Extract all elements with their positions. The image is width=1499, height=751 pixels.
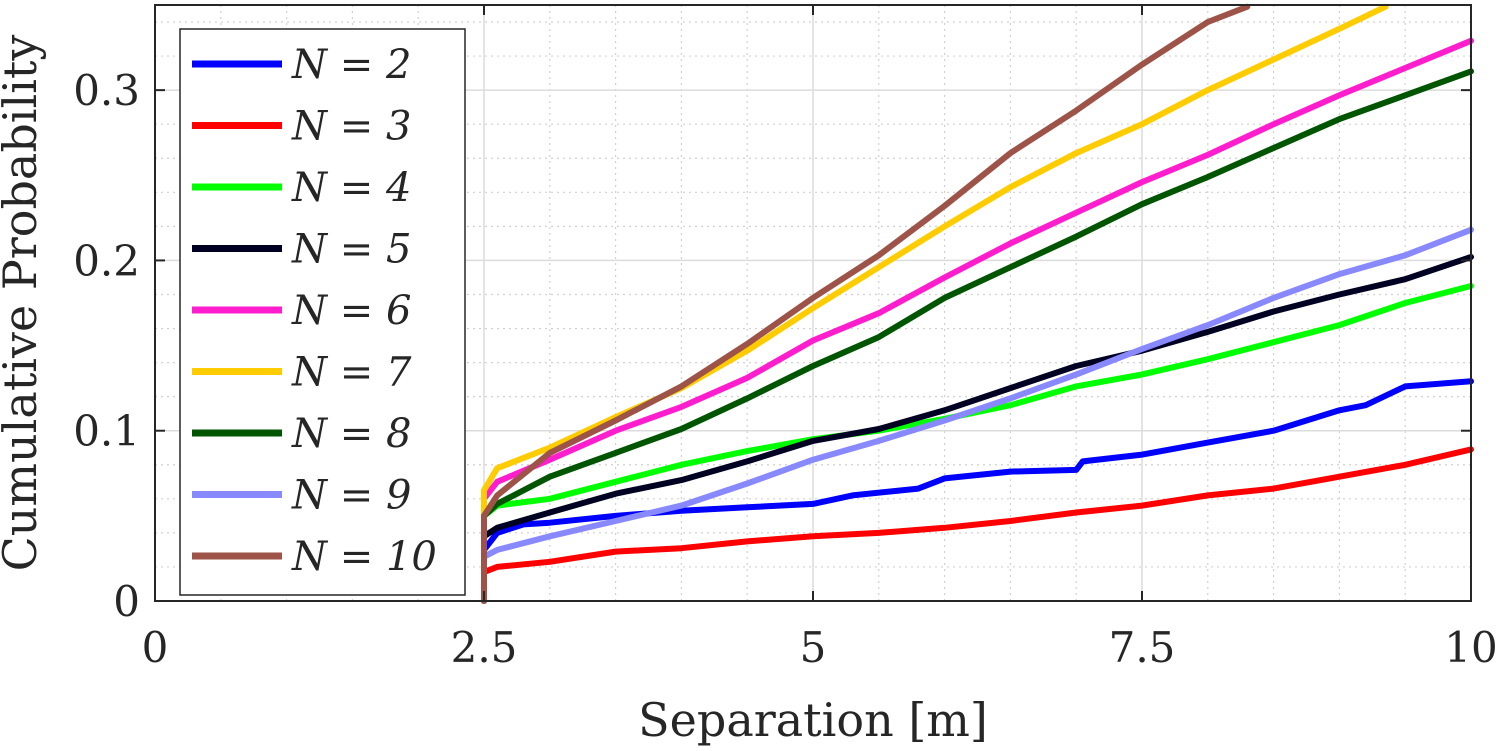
x-tick-label: 5 [800, 623, 827, 672]
legend-label-6: N = 7 [291, 350, 412, 396]
y-axis-ticks: 0 0.1 0.2 0.3 [73, 66, 1471, 626]
series-layer [481, 3, 1474, 604]
series-line-6 [481, 3, 1389, 604]
series-line-3 [481, 283, 1474, 604]
x-axis-label: Separation [m] [638, 693, 988, 747]
series-line-7 [481, 68, 1474, 604]
legend-label-5: N = 6 [291, 288, 411, 334]
legend-label-3: N = 4 [291, 165, 411, 211]
legend-label-8: N = 9 [291, 473, 411, 519]
x-axis-ticks: 0 2.5 5 7.5 10 [142, 5, 1498, 672]
y-tick-label: 0.1 [73, 407, 140, 456]
x-tick-label: 10 [1444, 623, 1497, 672]
series-line-9 [481, 3, 1251, 604]
legend-label-7: N = 8 [291, 411, 411, 457]
y-tick-label: 0 [113, 577, 140, 626]
legend-label-4: N = 5 [291, 227, 411, 273]
y-tick-label: 0.3 [73, 66, 140, 115]
x-tick-label: 7.5 [1109, 623, 1176, 672]
series-line-4 [481, 254, 1474, 604]
legend-label-9: N = 10 [291, 534, 437, 580]
legend-label-2: N = 3 [291, 104, 411, 150]
x-tick-label: 2.5 [451, 623, 518, 672]
series-line-1 [481, 378, 1474, 604]
legend-label-1: N = 2 [291, 42, 411, 88]
y-axis-label: Cumulative Probability [0, 35, 47, 572]
series-line-8 [481, 226, 1474, 604]
series-line-2 [481, 446, 1474, 604]
x-tick-label: 0 [142, 623, 169, 672]
legend: N = 2 N = 3 N = 4 N = 5 N = 6 N = 7 N = 8 N = 9… [179, 28, 466, 596]
y-tick-label: 0.2 [73, 236, 140, 285]
